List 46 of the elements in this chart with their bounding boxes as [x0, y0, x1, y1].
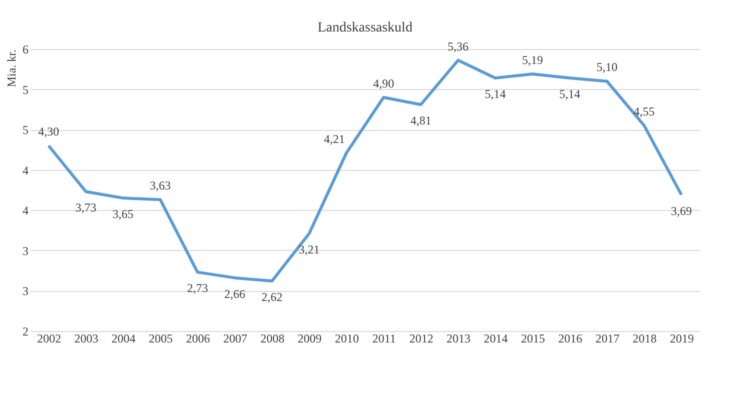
data-label: 5,14	[559, 87, 580, 102]
x-tick-label: 2016	[558, 332, 582, 346]
data-label: 5,10	[596, 60, 618, 74]
x-tick-label: 2012	[409, 332, 434, 346]
data-label: 5,19	[522, 52, 543, 67]
x-tick-label: 2004	[112, 332, 136, 346]
data-label: 4,90	[373, 76, 394, 90]
chart-title: Landskassaskuld	[318, 20, 412, 36]
x-tick-label: 2015	[521, 332, 545, 346]
y-tick-label: 5	[22, 82, 28, 97]
y-tick-label: 4	[22, 204, 28, 218]
x-tick-label: 2003	[74, 332, 98, 346]
data-label: 3,21	[298, 242, 320, 257]
data-label: 5,14	[484, 87, 506, 102]
y-tick-label: 3	[22, 284, 28, 298]
x-tick-label: 2011	[372, 332, 396, 346]
data-label: 4,21	[324, 132, 345, 146]
x-tick-label: 2018	[632, 332, 657, 346]
y-tick-label: 6	[22, 42, 28, 56]
y-tick-label: 5	[22, 123, 28, 138]
x-tick-label: 2002	[37, 332, 62, 346]
data-label: 3,63	[150, 178, 171, 193]
data-label: 3,65	[112, 207, 134, 222]
data-label: 4,55	[634, 104, 655, 119]
x-tick-label: 2013	[446, 332, 471, 346]
data-label: 2,62	[261, 290, 282, 304]
x-tick-label: 2010	[334, 332, 359, 346]
data-label: 2,66	[224, 286, 246, 301]
y-tick-label: 2	[22, 324, 28, 338]
y-tick-label: 4	[22, 163, 28, 178]
data-label: 4,30	[38, 124, 60, 139]
data-label: 5,36	[448, 39, 469, 54]
x-tick-label: 2009	[298, 332, 322, 346]
x-tick-label: 2007	[223, 332, 248, 346]
data-label: 3,69	[670, 204, 692, 218]
y-axis-title: Mia. kr.	[4, 50, 18, 88]
x-tick-label: 2006	[186, 332, 210, 346]
data-label: 3,73	[75, 200, 96, 215]
x-tick-label: 2014	[484, 332, 508, 346]
x-tick-label: 2017	[595, 332, 620, 346]
x-tick-label: 2008	[260, 332, 284, 346]
data-label: 4,81	[410, 114, 432, 128]
data-label: 2,73	[187, 281, 208, 296]
y-tick-label: 3	[22, 244, 28, 258]
x-tick-label: 2005	[148, 332, 173, 346]
x-tick-label: 2019	[670, 332, 694, 346]
